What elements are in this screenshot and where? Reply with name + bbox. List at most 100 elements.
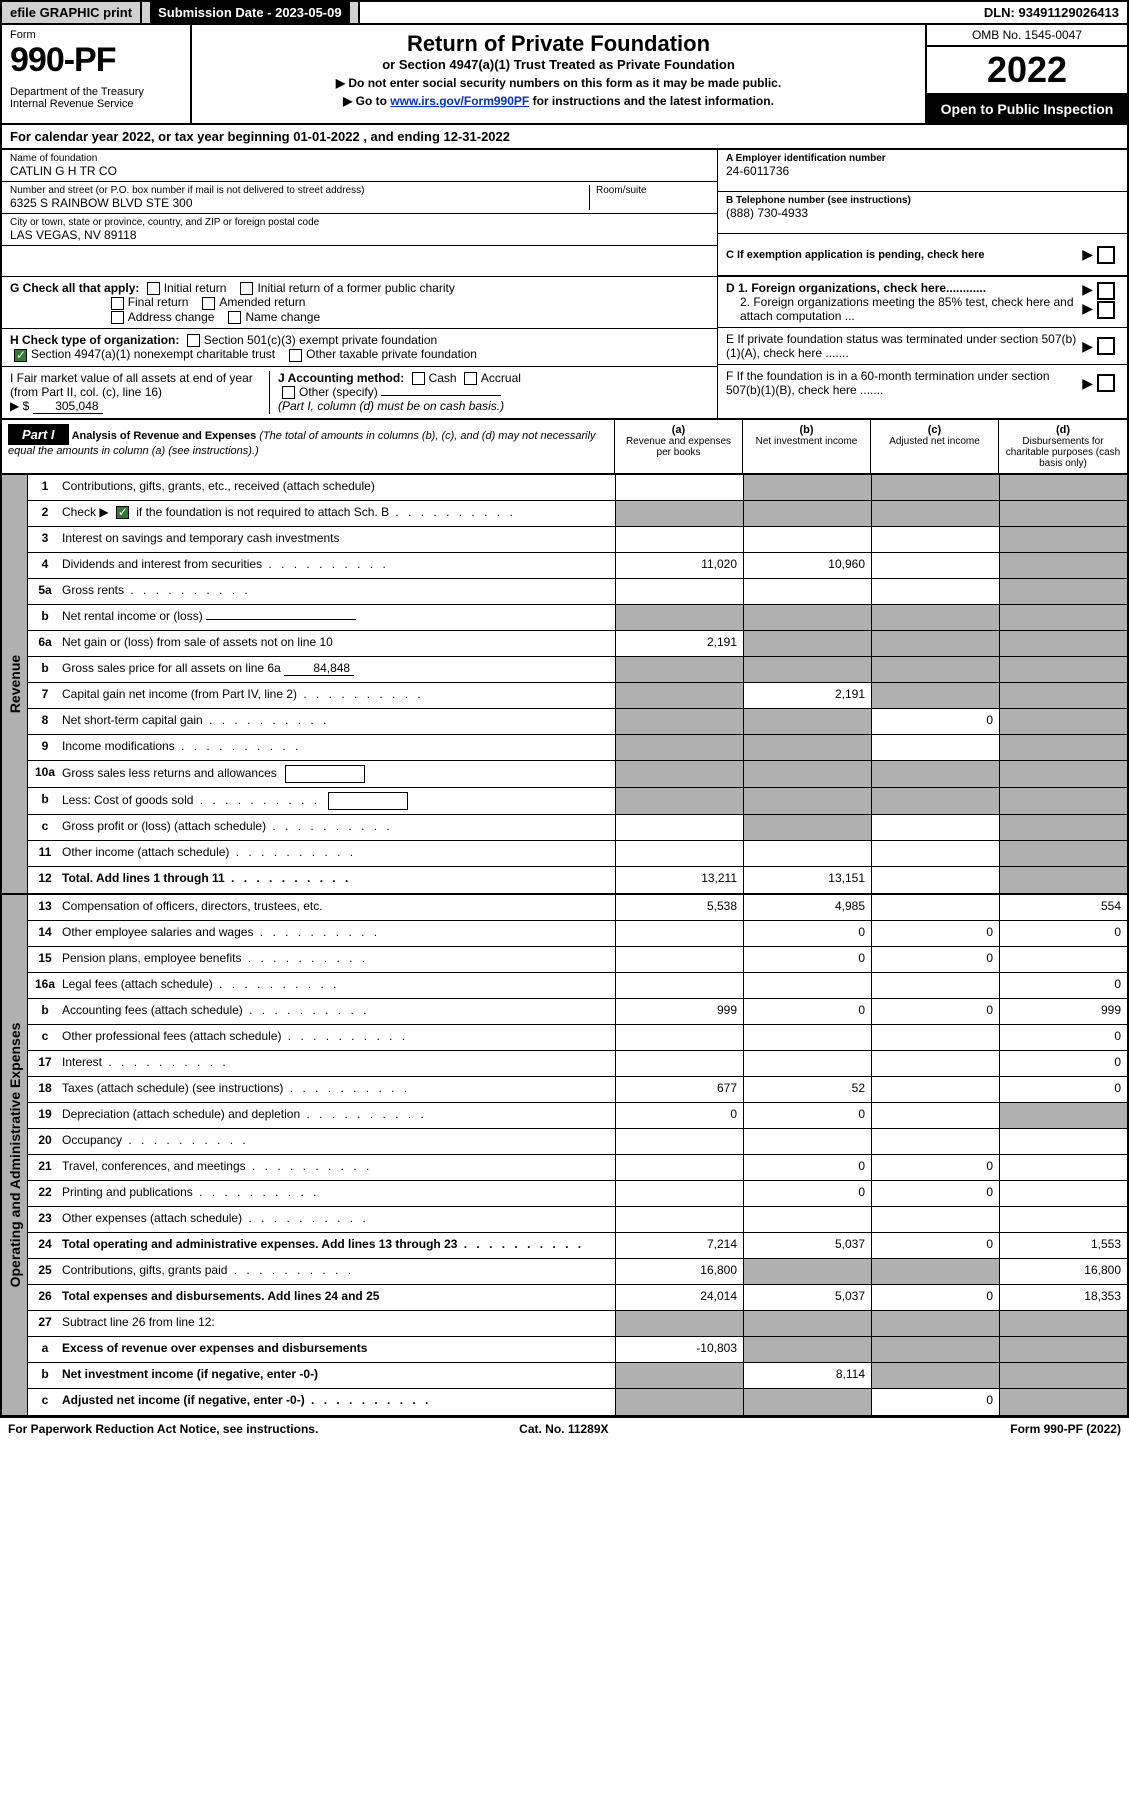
form-title-block: Return of Private Foundation or Section …: [192, 25, 927, 123]
501c3-checkbox[interactable]: [187, 334, 200, 347]
row-26: 26Total expenses and disbursements. Add …: [28, 1285, 1127, 1311]
row-23: 23Other expenses (attach schedule): [28, 1207, 1127, 1233]
city-cell: City or town, state or province, country…: [2, 214, 717, 246]
col-c-header: (c)Adjusted net income: [871, 420, 999, 473]
row-5b: bNet rental income or (loss): [28, 605, 1127, 631]
row-27c: cAdjusted net income (if negative, enter…: [28, 1389, 1127, 1415]
row-27a: aExcess of revenue over expenses and dis…: [28, 1337, 1127, 1363]
col-b-header: (b)Net investment income: [743, 420, 871, 473]
foundation-name-cell: Name of foundation CATLIN G H TR CO: [2, 150, 717, 182]
form-number: 990-PF: [10, 41, 182, 80]
part1-label: Part I: [8, 424, 69, 445]
row-11: 11Other income (attach schedule): [28, 841, 1127, 867]
row-5a: 5aGross rents: [28, 579, 1127, 605]
arrow-icon: ▶: [1082, 375, 1093, 392]
row-15: 15Pension plans, employee benefits00: [28, 947, 1127, 973]
form-id-block: Form 990-PF Department of the Treasury I…: [2, 25, 192, 123]
terminated-checkbox[interactable]: [1097, 337, 1115, 355]
cash-checkbox[interactable]: [412, 372, 425, 385]
row-27b: bNet investment income (if negative, ent…: [28, 1363, 1127, 1389]
calendar-year-row: For calendar year 2022, or tax year begi…: [0, 125, 1129, 150]
tax-year: 2022: [927, 47, 1127, 95]
part1-header-row: Part I Analysis of Revenue and Expenses …: [0, 420, 1129, 475]
arrow-icon: ▶: [1082, 300, 1093, 316]
ein-cell: A Employer identification number 24-6011…: [718, 150, 1127, 192]
address-cell: Number and street (or P.O. box number if…: [2, 182, 717, 214]
row-19: 19Depreciation (attach schedule) and dep…: [28, 1103, 1127, 1129]
row-16b: bAccounting fees (attach schedule)999009…: [28, 999, 1127, 1025]
row-8: 8Net short-term capital gain0: [28, 709, 1127, 735]
initial-return-checkbox[interactable]: [147, 282, 160, 295]
check-section: G Check all that apply: Initial return I…: [0, 276, 1129, 420]
row-16c: cOther professional fees (attach schedul…: [28, 1025, 1127, 1051]
initial-return-former-checkbox[interactable]: [240, 282, 253, 295]
form-instructions-link[interactable]: www.irs.gov/Form990PF: [390, 94, 529, 108]
row-24: 24Total operating and administrative exp…: [28, 1233, 1127, 1259]
revenue-side-label: Revenue: [2, 475, 28, 893]
h-check-row: H Check type of organization: Section 50…: [2, 329, 717, 367]
row-14: 14Other employee salaries and wages000: [28, 921, 1127, 947]
row-10b: bLess: Cost of goods sold: [28, 788, 1127, 815]
exemption-pending-cell: C If exemption application is pending, c…: [718, 234, 1127, 276]
row-22: 22Printing and publications00: [28, 1181, 1127, 1207]
row-21: 21Travel, conferences, and meetings00: [28, 1155, 1127, 1181]
arrow-icon: ▶: [1082, 338, 1093, 355]
instr-2: ▶ Go to www.irs.gov/Form990PF for instru…: [200, 94, 917, 108]
omb-number: OMB No. 1545-0047: [927, 25, 1127, 47]
row-2: 2Check ▶ if the foundation is not requir…: [28, 501, 1127, 527]
row-16a: 16aLegal fees (attach schedule)0: [28, 973, 1127, 999]
form-meta-block: OMB No. 1545-0047 2022 Open to Public In…: [927, 25, 1127, 123]
arrow-icon: ▶: [1082, 281, 1093, 297]
opex-section: Operating and Administrative Expenses 13…: [0, 895, 1129, 1417]
col-a-header: (a)Revenue and expenses per books: [615, 420, 743, 473]
revenue-section: Revenue 1Contributions, gifts, grants, e…: [0, 475, 1129, 895]
form-title: Return of Private Foundation: [200, 31, 917, 57]
final-return-checkbox[interactable]: [111, 297, 124, 310]
schb-checkbox[interactable]: [116, 506, 129, 519]
fmv-value: 305,048: [33, 399, 103, 414]
form-ref: Form 990-PF (2022): [1010, 1422, 1121, 1436]
form-word: Form: [10, 29, 182, 41]
foreign-org-checkbox[interactable]: [1097, 282, 1115, 300]
other-method-checkbox[interactable]: [282, 386, 295, 399]
identity-block: Name of foundation CATLIN G H TR CO Numb…: [0, 150, 1129, 276]
row-7: 7Capital gain net income (from Part IV, …: [28, 683, 1127, 709]
i-j-row: I Fair market value of all assets at end…: [2, 367, 717, 418]
row-25: 25Contributions, gifts, grants paid16,80…: [28, 1259, 1127, 1285]
exemption-checkbox[interactable]: [1097, 246, 1115, 264]
foreign-85-checkbox[interactable]: [1097, 301, 1115, 319]
row-4: 4Dividends and interest from securities1…: [28, 553, 1127, 579]
4947a1-checkbox[interactable]: [14, 349, 27, 362]
d-check-row: D 1. Foreign organizations, check here..…: [718, 277, 1127, 328]
row-1: 1Contributions, gifts, grants, etc., rec…: [28, 475, 1127, 501]
f-check-row: F If the foundation is in a 60-month ter…: [718, 365, 1127, 401]
row-6b: bGross sales price for all assets on lin…: [28, 657, 1127, 683]
cat-no: Cat. No. 11289X: [519, 1422, 608, 1436]
name-change-checkbox[interactable]: [228, 311, 241, 324]
col-d-header: (d)Disbursements for charitable purposes…: [999, 420, 1127, 473]
top-bar: efile GRAPHIC print Submission Date - 20…: [0, 0, 1129, 25]
row-27: 27Subtract line 26 from line 12:: [28, 1311, 1127, 1337]
accrual-checkbox[interactable]: [464, 372, 477, 385]
amended-return-checkbox[interactable]: [202, 297, 215, 310]
form-header: Form 990-PF Department of the Treasury I…: [0, 25, 1129, 125]
other-taxable-checkbox[interactable]: [289, 349, 302, 362]
row-3: 3Interest on savings and temporary cash …: [28, 527, 1127, 553]
row-18: 18Taxes (attach schedule) (see instructi…: [28, 1077, 1127, 1103]
60month-checkbox[interactable]: [1097, 374, 1115, 392]
dln-label: DLN: 93491129026413: [976, 2, 1127, 23]
footer: For Paperwork Reduction Act Notice, see …: [0, 1417, 1129, 1440]
open-public-label: Open to Public Inspection: [927, 95, 1127, 123]
row-20: 20Occupancy: [28, 1129, 1127, 1155]
row-17: 17Interest0: [28, 1051, 1127, 1077]
row-10a: 10aGross sales less returns and allowanc…: [28, 761, 1127, 788]
instr-1: ▶ Do not enter social security numbers o…: [200, 76, 917, 90]
submission-date: Submission Date - 2023-05-09: [142, 2, 360, 23]
address-change-checkbox[interactable]: [111, 311, 124, 324]
form-subtitle: or Section 4947(a)(1) Trust Treated as P…: [200, 57, 917, 72]
efile-print-button[interactable]: efile GRAPHIC print: [2, 2, 142, 23]
g-check-row: G Check all that apply: Initial return I…: [2, 277, 717, 329]
dept-label: Department of the Treasury Internal Reve…: [10, 86, 182, 110]
row-6a: 6aNet gain or (loss) from sale of assets…: [28, 631, 1127, 657]
paperwork-notice: For Paperwork Reduction Act Notice, see …: [8, 1422, 318, 1436]
